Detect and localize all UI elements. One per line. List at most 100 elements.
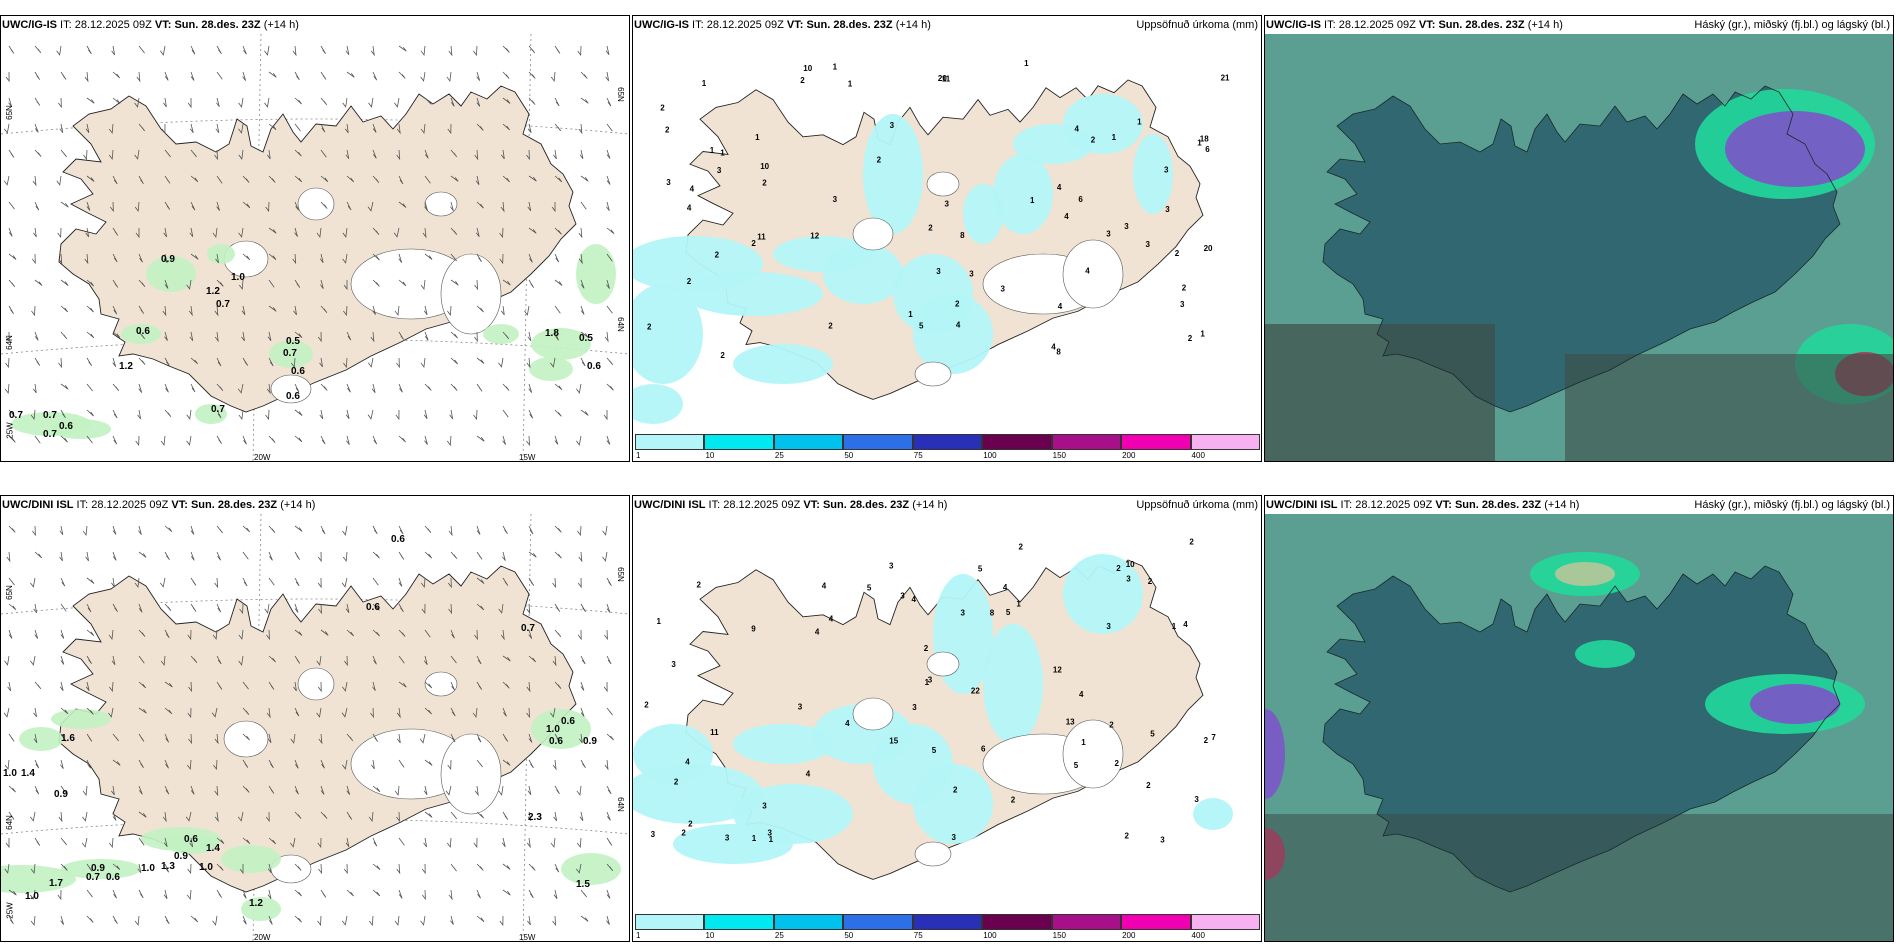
cloud-map bbox=[1265, 514, 1893, 941]
precip-value-label: 5 bbox=[867, 584, 872, 593]
colorbar-swatch bbox=[982, 434, 1052, 450]
precip-value-label: 0.6 bbox=[561, 716, 575, 727]
precip-value-label: 4 bbox=[845, 719, 850, 728]
precip-value-label: 2 bbox=[928, 224, 933, 233]
precip-value-label: 2 bbox=[665, 126, 670, 135]
precip-value-label: 4 bbox=[815, 628, 820, 637]
axis-lon-20: 20W bbox=[254, 933, 271, 942]
precip-value-label: 1 bbox=[710, 146, 715, 155]
cloud-layers bbox=[1265, 86, 1893, 461]
precip-value-label: 2 bbox=[955, 299, 960, 308]
colorbar-swatch bbox=[843, 434, 913, 450]
colorbar-tick: 100 bbox=[983, 931, 997, 940]
precip-value-label: 1 bbox=[1172, 622, 1177, 631]
colorbar-tick: 150 bbox=[1052, 931, 1067, 940]
precip-value-label: 5 bbox=[1150, 730, 1155, 739]
colorbar-tick: 10 bbox=[705, 931, 715, 940]
axis-lat-65-right: 65N bbox=[615, 567, 625, 582]
precip-value-label: 0.7 bbox=[43, 429, 57, 440]
panel-wind-ig: UWC/IG-IS IT: 28.12.2025 09Z VT: Sun. 28… bbox=[0, 15, 630, 462]
precip-value-label: 2 bbox=[1019, 543, 1024, 552]
precip-value-label: 1.0 bbox=[3, 768, 17, 779]
precip-value-label: 3 bbox=[833, 195, 838, 204]
precip-value-label: 3 bbox=[798, 702, 803, 711]
precip-value-label: 1.4 bbox=[21, 768, 35, 779]
colorbar-tick: 50 bbox=[844, 931, 854, 940]
valid-time: Sun. 28.des. 23Z bbox=[822, 499, 910, 511]
precip-value-label: 0.6 bbox=[587, 361, 601, 372]
precip-value-label: 13 bbox=[1066, 718, 1075, 727]
precip-value-label: 2 bbox=[877, 155, 882, 164]
precip-value-label: 2 bbox=[681, 829, 686, 838]
panel-cloud-dini: UWC/DINI ISL IT: 28.12.2025 09Z VT: Sun.… bbox=[1264, 495, 1894, 942]
precip-value-label: 3 bbox=[651, 830, 656, 839]
precip-value-label: 0.7 bbox=[86, 872, 100, 883]
precip-value-label: 1.4 bbox=[206, 843, 220, 854]
model-name: UWC/IG-IS bbox=[634, 19, 689, 31]
panel-field-title: Uppsöfnuð úrkoma (mm) bbox=[1136, 499, 1258, 511]
model-name: UWC/IG-IS bbox=[2, 19, 57, 31]
panel-header: UWC/DINI ISL IT: 28.12.2025 09Z VT: Sun.… bbox=[1, 496, 629, 514]
colorbar-tick: 100 bbox=[983, 451, 997, 460]
axis-lat-65-right: 65N bbox=[615, 87, 625, 102]
precip-value-label: 3 bbox=[912, 703, 917, 712]
precip-value-label: 3 bbox=[1126, 574, 1131, 583]
precip-value-label: 9 bbox=[751, 624, 756, 633]
precip-value-label: 4 bbox=[1064, 212, 1069, 221]
model-name: UWC/DINI ISL bbox=[634, 499, 706, 511]
axis-lat-64: 64N bbox=[4, 815, 14, 830]
precip-value-label: 2 bbox=[1189, 538, 1194, 547]
precip-value-label: 2 bbox=[715, 251, 720, 260]
glaciers bbox=[223, 667, 502, 884]
panel-field-title: Háský (gr.), miðský (fj.bl.) og lágský (… bbox=[1694, 499, 1890, 511]
precip-value-label: 1 bbox=[908, 310, 913, 319]
panel-field-title: Uppsöfnuð úrkoma (mm) bbox=[1136, 19, 1258, 31]
colorbar-swatch bbox=[704, 434, 774, 450]
precip-value-label: 20 bbox=[938, 74, 947, 83]
colorbar-tick: 25 bbox=[774, 931, 784, 940]
precip-shading bbox=[1, 709, 621, 921]
precip-value-label: 5 bbox=[978, 565, 983, 574]
colorbar-tick: 200 bbox=[1122, 451, 1136, 460]
precip-value-label: 3 bbox=[969, 269, 974, 278]
colorbar-swatch bbox=[982, 914, 1052, 930]
precip-value-label: 1.8 bbox=[545, 328, 559, 339]
cloud-map bbox=[1265, 34, 1893, 461]
precip-value-label: 21 bbox=[1221, 74, 1230, 83]
precip-value-label: 2 bbox=[1182, 284, 1187, 293]
precip-value-label: 1.0 bbox=[199, 862, 213, 873]
precip-value-label: 4 bbox=[1183, 620, 1188, 629]
precip-value-label: 1.3 bbox=[161, 861, 175, 872]
precip-shading bbox=[11, 244, 616, 439]
colorbar-swatch bbox=[635, 914, 705, 930]
precip-value-label: 20 bbox=[1204, 244, 1213, 253]
precip-value-label: 1 bbox=[769, 835, 774, 844]
axis-lon-25: 25W bbox=[5, 422, 15, 439]
lead-time: (+14 h) bbox=[912, 499, 948, 511]
precip-value-label: 0.7 bbox=[216, 299, 230, 310]
precip-value-label: 2.3 bbox=[528, 812, 542, 823]
panel-field-title: Háský (gr.), miðský (fj.bl.) og lágský (… bbox=[1694, 19, 1890, 31]
precip-value-label: 4 bbox=[822, 582, 827, 591]
precip-value-label: 0.7 bbox=[283, 348, 297, 359]
precip-value-label: 0.7 bbox=[9, 410, 23, 421]
precip-value-label: 1.2 bbox=[119, 361, 133, 372]
panel-precip-ig: UWC/IG-IS IT: 28.12.2025 09Z VT: Sun. 28… bbox=[632, 15, 1262, 462]
precip-value-label: 1 bbox=[1024, 59, 1029, 68]
precip-value-label: 1 bbox=[1137, 118, 1142, 127]
panel-header: UWC/DINI ISL IT: 28.12.2025 09Z VT: Sun.… bbox=[633, 496, 1261, 514]
panel-wind-dini: UWC/DINI ISL IT: 28.12.2025 09Z VT: Sun.… bbox=[0, 495, 630, 942]
precip-value-label: 2 bbox=[1091, 135, 1096, 144]
precip-value-label: 1 bbox=[925, 678, 930, 687]
precip-value-label: 2 bbox=[1125, 832, 1130, 841]
precip-value-label: 3 bbox=[1164, 166, 1169, 175]
lead-time: (+14 h) bbox=[895, 19, 931, 31]
precip-value-label: 2 bbox=[660, 104, 665, 113]
precip-value-label: 5 bbox=[919, 321, 924, 330]
axis-lat-65: 65N bbox=[4, 585, 14, 600]
iceland-land bbox=[58, 565, 577, 893]
precip-value-label: 1.7 bbox=[49, 878, 63, 889]
precip-value-label: 3 bbox=[1106, 230, 1111, 239]
precip-value-label: 3 bbox=[945, 199, 950, 208]
